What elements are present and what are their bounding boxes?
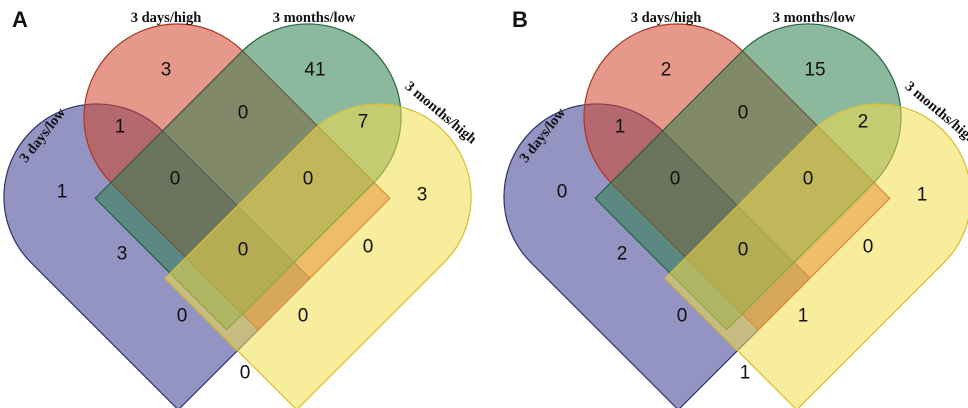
region-count-dh-ml-mh: 0 [803, 169, 814, 190]
region-count-dl-ml-mh: 1 [798, 306, 809, 327]
panel-letter: B [512, 7, 528, 32]
set-shape-mh [164, 103, 472, 408]
region-count-mh: 3 [417, 185, 428, 206]
region-count-dl-dh-mh: 1 [740, 363, 751, 384]
region-count-dl-ml: 2 [617, 244, 628, 265]
region-count-dh-ml: 0 [238, 103, 249, 124]
region-count-dl-dh: 1 [115, 117, 126, 138]
set-shape-mh [664, 103, 968, 408]
region-count-dl-mh: 0 [177, 306, 188, 327]
region-count-ml-mh: 7 [358, 112, 369, 133]
region-count-dh-ml: 0 [738, 103, 749, 124]
region-count-dl-ml: 3 [117, 244, 128, 265]
region-count-mh: 1 [917, 185, 928, 206]
region-count-dl-dh-ml: 0 [170, 169, 181, 190]
region-count-all: 0 [738, 240, 749, 261]
region-count-dh-ml-mh: 0 [303, 169, 314, 190]
region-count-dh: 3 [161, 60, 172, 81]
region-count-dl: 1 [57, 182, 68, 203]
region-count-dh-mh: 0 [863, 237, 874, 258]
region-count-dh: 2 [661, 60, 672, 81]
region-count-dl-dh-mh: 0 [240, 363, 251, 384]
region-count-dl-ml-mh: 0 [298, 306, 309, 327]
region-count-dl-dh-ml: 0 [670, 169, 681, 190]
region-count-dl-mh: 0 [677, 306, 688, 327]
panel-letter: A [12, 7, 28, 32]
region-count-all: 0 [238, 240, 249, 261]
set-label-dh: 3 days/high [131, 10, 202, 26]
set-label-ml: 3 months/low [273, 10, 356, 26]
region-count-dh-mh: 0 [363, 237, 374, 258]
set-label-ml: 3 months/low [773, 10, 856, 26]
set-label-dh: 3 days/high [631, 10, 702, 26]
region-count-ml: 15 [804, 60, 825, 81]
region-count-ml: 41 [304, 60, 325, 81]
region-count-ml-mh: 2 [858, 112, 869, 133]
region-count-dl: 0 [557, 182, 568, 203]
region-count-dl-dh: 1 [615, 117, 626, 138]
